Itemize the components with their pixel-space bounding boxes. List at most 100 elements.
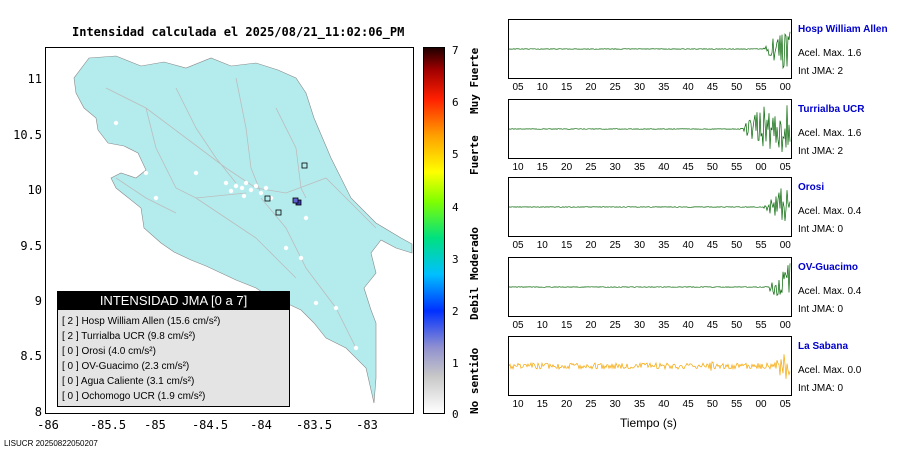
time-tick: 55 bbox=[755, 240, 767, 251]
time-tick: 40 bbox=[682, 82, 694, 93]
time-tick: 20 bbox=[561, 162, 573, 173]
station-jma: Int JMA: 2 bbox=[798, 66, 844, 77]
waveform bbox=[508, 31, 791, 70]
time-tick: 30 bbox=[633, 82, 646, 93]
station-name: Turrialba UCR bbox=[798, 104, 865, 115]
colorbar-tick: 6 bbox=[452, 96, 459, 109]
time-tick: 10 bbox=[512, 399, 524, 410]
time-tick: 25 bbox=[609, 240, 621, 251]
time-tick: 40 bbox=[658, 399, 670, 410]
station-marker bbox=[301, 162, 308, 169]
time-tick: 30 bbox=[633, 320, 646, 331]
y-tick: 10.5 bbox=[13, 128, 42, 142]
waveform bbox=[508, 354, 791, 379]
x-tick: -83.5 bbox=[295, 418, 333, 432]
x-tick: -85.5 bbox=[89, 418, 127, 432]
legend-row: [ 2 ] Hosp William Allen (15.6 cm/s²) bbox=[62, 316, 221, 327]
time-tick: 45 bbox=[706, 320, 718, 331]
time-tick: 00 bbox=[755, 162, 767, 173]
time-tick: 15 bbox=[561, 240, 573, 251]
time-tick: 25 bbox=[585, 162, 597, 173]
time-tick: 50 bbox=[731, 320, 743, 331]
station-acel: Acel. Max. 0.4 bbox=[798, 206, 862, 217]
time-tick: 45 bbox=[706, 82, 718, 93]
y-tick: 11 bbox=[27, 72, 42, 86]
time-tick: 05 bbox=[512, 320, 524, 331]
time-tick: 20 bbox=[585, 240, 597, 251]
station-marker bbox=[264, 195, 271, 202]
time-tick: 35 bbox=[658, 240, 670, 251]
x-tick: -85 bbox=[144, 418, 166, 432]
time-tick: 45 bbox=[682, 399, 694, 410]
waveform bbox=[508, 105, 791, 153]
colorbar-label: Fuerte bbox=[468, 135, 481, 175]
time-tick: 05 bbox=[512, 82, 524, 93]
time-tick: 35 bbox=[658, 82, 670, 93]
seismic-trace bbox=[508, 257, 792, 317]
time-tick: 10 bbox=[536, 240, 548, 251]
legend-row: [ 0 ] OV-Guacimo (2.3 cm/s²) bbox=[62, 361, 190, 372]
time-tick: 25 bbox=[609, 320, 621, 331]
time-tick: 55 bbox=[755, 82, 767, 93]
station-marker bbox=[292, 197, 299, 204]
time-tick: 50 bbox=[731, 82, 743, 93]
time-tick: 15 bbox=[561, 320, 573, 331]
station-name: Hosp William Allen bbox=[798, 24, 888, 35]
station-name: Orosi bbox=[798, 182, 825, 193]
time-tick: 00 bbox=[779, 240, 791, 251]
time-tick: 20 bbox=[585, 82, 597, 93]
x-tick: -83 bbox=[356, 418, 378, 432]
time-tick: 25 bbox=[609, 82, 621, 93]
station-jma: Int JMA: 0 bbox=[798, 383, 844, 394]
waveform bbox=[509, 188, 791, 222]
station-dots bbox=[113, 120, 359, 351]
time-tick: 30 bbox=[609, 399, 621, 410]
legend-row: [ 0 ] Orosi (4.0 cm/s²) bbox=[62, 346, 156, 357]
time-tick: 50 bbox=[706, 399, 718, 410]
time-tick: 35 bbox=[633, 399, 646, 410]
time-tick: 10 bbox=[536, 320, 548, 331]
legend-row: [ 0 ] Ochomogo UCR (1.9 cm/s²) bbox=[62, 391, 206, 402]
time-tick: 55 bbox=[731, 399, 743, 410]
time-tick: 30 bbox=[609, 162, 621, 173]
time-tick: 00 bbox=[779, 320, 791, 331]
y-tick: 8 bbox=[34, 405, 42, 419]
station-jma: Int JMA: 0 bbox=[798, 224, 844, 235]
colorbar-label: Muy Fuerte bbox=[468, 47, 481, 114]
time-tick: 05 bbox=[512, 240, 524, 251]
intensity-colorbar bbox=[423, 47, 445, 414]
legend-row: [ 2 ] Turrialba UCR (9.8 cm/s²) bbox=[62, 331, 196, 342]
colorbar-tick: 0 bbox=[452, 408, 459, 421]
time-tick: 40 bbox=[658, 162, 670, 173]
time-tick: 05 bbox=[779, 162, 791, 173]
station-jma: Int JMA: 2 bbox=[798, 146, 844, 157]
road-network bbox=[105, 77, 377, 349]
colorbar-tick: 7 bbox=[452, 44, 459, 57]
station-marker bbox=[275, 209, 282, 216]
seismic-trace bbox=[508, 19, 792, 79]
station-jma: Int JMA: 0 bbox=[798, 304, 844, 315]
station-name: OV-Guacimo bbox=[798, 262, 859, 273]
costa-rica-map bbox=[73, 55, 413, 404]
legend-row: [ 0 ] Agua Caliente (3.1 cm/s²) bbox=[62, 376, 195, 387]
colorbar-tick: 4 bbox=[452, 201, 459, 214]
colorbar-tick: 1 bbox=[452, 357, 459, 370]
legend-heading: INTENSIDAD JMA [0 a 7] bbox=[58, 292, 289, 310]
time-tick: 40 bbox=[682, 320, 694, 331]
x-tick: -86 bbox=[37, 418, 59, 432]
time-tick: 45 bbox=[682, 162, 694, 173]
station-name: La Sabana bbox=[798, 341, 849, 352]
colorbar-tick: 3 bbox=[452, 253, 459, 266]
time-tick: 10 bbox=[536, 82, 548, 93]
colorbar-label: No sentido bbox=[468, 347, 481, 414]
time-tick: 05 bbox=[779, 399, 791, 410]
colorbar-label: Debil bbox=[468, 286, 481, 320]
time-axis-label: Tiempo (s) bbox=[620, 416, 677, 430]
intensity-legend: INTENSIDAD JMA [0 a 7] [ 2 ] Hosp Willia… bbox=[57, 291, 290, 407]
footer-id: LISUCR 20250822050207 bbox=[4, 439, 98, 448]
time-tick: 00 bbox=[779, 82, 791, 93]
waveform bbox=[508, 263, 791, 297]
time-tick: 25 bbox=[585, 399, 597, 410]
y-tick: 9.5 bbox=[20, 239, 42, 253]
y-tick: 8.5 bbox=[20, 349, 42, 363]
